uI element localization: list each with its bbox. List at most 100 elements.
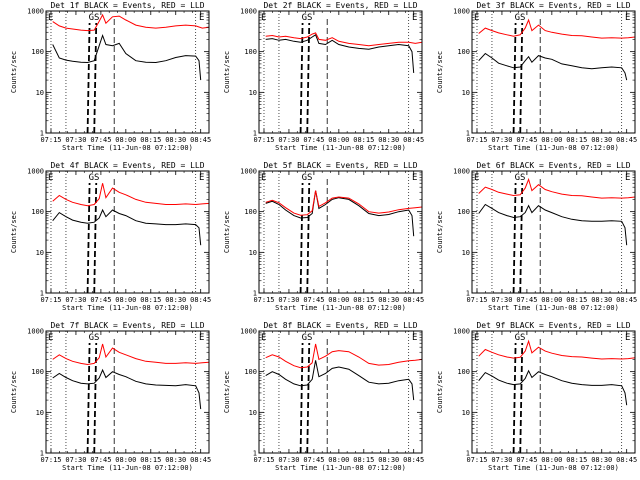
events-series-line [265, 190, 415, 237]
y-tick-label: 1000 [453, 168, 470, 176]
x-axis-label: Start Time (11-Jun-08 07:12:00) [275, 464, 406, 472]
y-tick-label: 1000 [240, 168, 257, 176]
y-tick-label: 1 [40, 450, 44, 458]
y-tick-label: 100 [31, 48, 44, 56]
event-marker-start: E [474, 333, 479, 343]
event-marker-end: E [199, 333, 204, 343]
y-tick-label: 10 [462, 249, 470, 257]
x-tick-label: 08:00 [328, 456, 349, 464]
y-axis-label: Counts/sec [436, 371, 444, 413]
x-tick-label: 07:45 [303, 456, 324, 464]
event-marker-end: E [412, 173, 417, 183]
x-tick-label: 08:00 [541, 296, 562, 304]
x-tick-label: 08:15 [140, 456, 161, 464]
y-tick-label: 1 [253, 130, 257, 138]
chart-panel-3: Det 3f BLACK = Events, RED = LLD E GS E 1 10 1… [436, 1, 637, 152]
event-marker-end: E [625, 333, 630, 343]
plot-frame [45, 10, 210, 134]
chart-title: Det 5f BLACK = Events, RED = LLD [263, 161, 417, 170]
y-tick-label: 1 [466, 290, 470, 298]
y-tick-label: 100 [244, 208, 257, 216]
event-marker-start: E [48, 333, 53, 343]
x-axis-label: Start Time (11-Jun-08 07:12:00) [488, 464, 619, 472]
x-tick-label: 07:30 [278, 456, 299, 464]
event-marker-gs: GS [515, 13, 526, 23]
x-tick-label: 08:45 [403, 136, 424, 144]
x-tick-label: 07:15 [40, 456, 61, 464]
event-marker-gs: GS [302, 13, 313, 23]
chart-title: Det 6f BLACK = Events, RED = LLD [476, 161, 630, 170]
x-tick-label: 08:45 [616, 456, 637, 464]
y-tick-label: 10 [462, 89, 470, 97]
chart-panel-1: Det 1f BLACK = Events, RED = LLD E GS E 1 10 1… [10, 1, 211, 152]
x-tick-label: 08:45 [616, 136, 637, 144]
gs-dashed-line [519, 342, 524, 454]
gs-dashed-line [512, 342, 517, 454]
lld-series-line [478, 18, 636, 39]
y-tick-label: 10 [249, 89, 257, 97]
y-axis-label: Counts/sec [223, 51, 231, 93]
plot-frame [471, 10, 636, 134]
gs-dashed-line [306, 182, 311, 294]
x-tick-label: 07:30 [278, 136, 299, 144]
chart-title: Det 9f BLACK = Events, RED = LLD [476, 321, 630, 330]
y-tick-label: 1 [40, 290, 44, 298]
x-tick-label: 08:30 [165, 296, 186, 304]
y-axis-label: Counts/sec [10, 211, 18, 253]
x-tick-label: 08:45 [403, 456, 424, 464]
x-tick-label: 08:30 [165, 456, 186, 464]
events-series-line [52, 208, 202, 246]
plot-frame [258, 170, 423, 294]
x-tick-label: 08:00 [541, 456, 562, 464]
chart-title: Det 1f BLACK = Events, RED = LLD [50, 1, 204, 10]
event-marker-start: E [474, 173, 479, 183]
gs-dashed-line [93, 22, 98, 134]
chart-title: Det 4f BLACK = Events, RED = LLD [50, 161, 204, 170]
events-series-line [265, 34, 415, 73]
lld-series-line [478, 177, 636, 199]
chart-panel-4: Det 4f BLACK = Events, RED = LLD E GS E 1 10 1… [10, 161, 211, 312]
gs-dashed-line [512, 182, 517, 294]
x-tick-label: 07:30 [65, 136, 86, 144]
y-tick-label: 1 [253, 290, 257, 298]
y-tick-label: 100 [244, 48, 257, 56]
lld-series-line [52, 13, 210, 32]
y-tick-label: 1000 [27, 168, 44, 176]
x-tick-label: 08:30 [591, 456, 612, 464]
y-tick-label: 1 [40, 130, 44, 138]
x-tick-label: 07:15 [253, 456, 274, 464]
x-axis-label: Start Time (11-Jun-08 07:12:00) [62, 464, 193, 472]
event-marker-end: E [625, 173, 630, 183]
x-tick-label: 08:30 [378, 296, 399, 304]
x-tick-label: 07:15 [466, 456, 487, 464]
x-tick-label: 07:45 [516, 136, 537, 144]
y-tick-label: 1000 [240, 328, 257, 336]
x-tick-label: 07:45 [303, 296, 324, 304]
y-tick-label: 1000 [240, 8, 257, 16]
x-tick-label: 07:15 [466, 296, 487, 304]
events-series-line [52, 33, 202, 81]
plot-frame [45, 170, 210, 294]
y-tick-label: 10 [36, 249, 44, 257]
gs-dashed-line [93, 342, 98, 454]
events-series-line [478, 52, 628, 81]
y-tick-label: 10 [36, 409, 44, 417]
y-axis-label: Counts/sec [223, 211, 231, 253]
x-tick-label: 07:45 [90, 296, 111, 304]
event-marker-start: E [261, 13, 266, 23]
plot-frame [258, 330, 423, 454]
gs-dashed-line [299, 342, 304, 454]
y-tick-label: 100 [31, 208, 44, 216]
gs-dashed-line [86, 342, 91, 454]
event-marker-gs: GS [89, 173, 100, 183]
x-tick-label: 08:45 [190, 136, 211, 144]
events-series-line [265, 360, 415, 401]
event-marker-gs: GS [302, 333, 313, 343]
event-marker-gs: GS [515, 173, 526, 183]
x-tick-label: 08:15 [140, 296, 161, 304]
gs-dashed-line [86, 22, 91, 134]
x-tick-label: 07:45 [90, 136, 111, 144]
events-series-line [478, 203, 628, 246]
x-tick-label: 07:30 [491, 136, 512, 144]
x-tick-label: 07:30 [491, 296, 512, 304]
